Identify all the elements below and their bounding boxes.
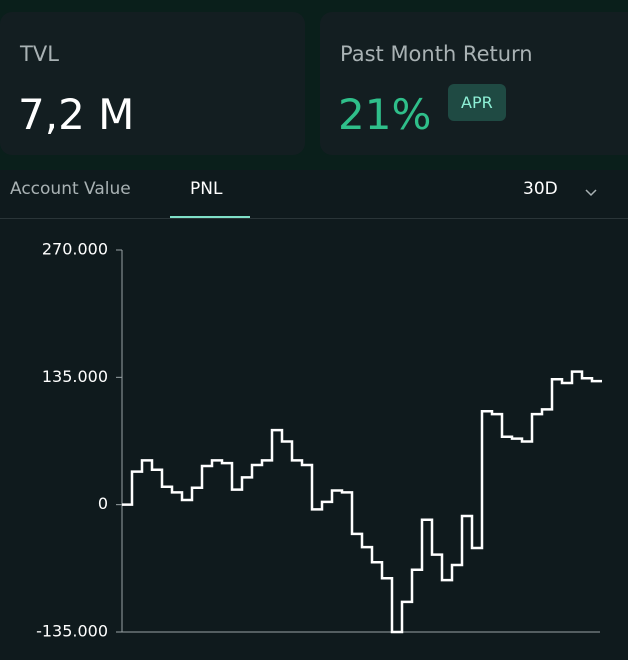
pnl-line (122, 370, 602, 634)
card-label: Past Month Return (340, 42, 533, 66)
card-value: 21% (338, 90, 432, 139)
chart-panel: Account Value PNL 30D -135.000 0 135.000 27… (0, 170, 628, 660)
tab[interactable]: PNL (190, 179, 223, 199)
y-tick-label: 270.000 (42, 240, 108, 259)
tab-indicator (170, 216, 250, 218)
tvl-card: TVL 7,2 M (0, 12, 305, 155)
return-card: Past Month Return 21% APR (320, 12, 628, 155)
chart: -135.000 0 135.000 270.000 (36, 240, 602, 641)
range-select[interactable]: 30D (523, 179, 558, 199)
tab-bar: Account Value PNL 30D (0, 170, 628, 219)
tab[interactable]: Account Value (10, 179, 131, 199)
chevron (585, 189, 597, 197)
card-label: TVL (20, 42, 59, 66)
badge: APR (448, 84, 506, 121)
card-value: 7,2 M (18, 90, 135, 139)
y-tick-label: 0 (98, 494, 108, 513)
y-tick-label: -135.000 (36, 622, 108, 641)
y-tick-label: 135.000 (42, 367, 108, 386)
